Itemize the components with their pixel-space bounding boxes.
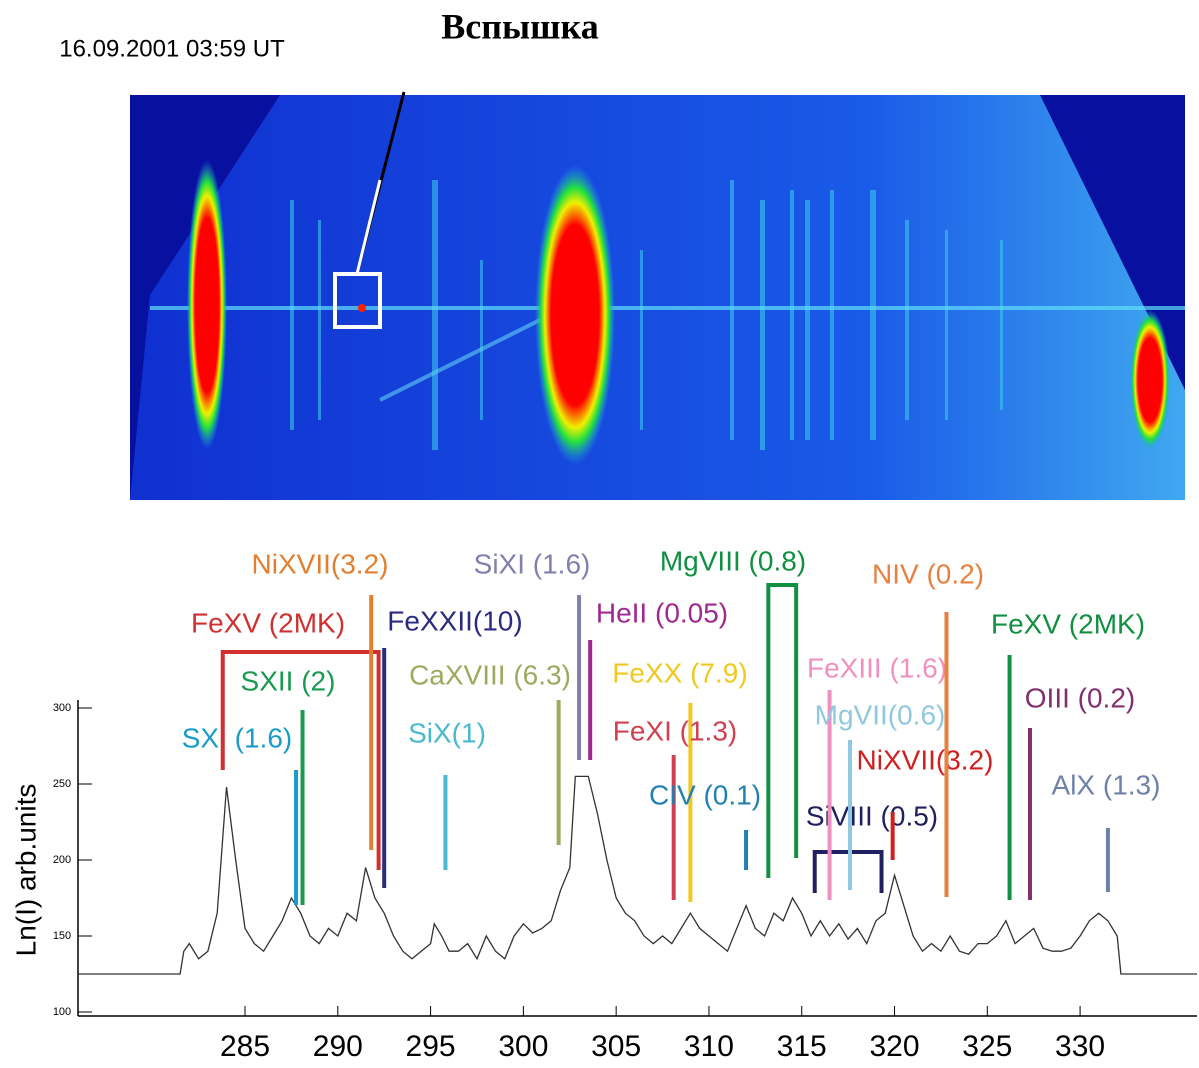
x-tick-label: 310	[684, 1030, 734, 1063]
line-label: FeXI (1.3)	[613, 715, 737, 746]
line-label: NiXVII(3.2)	[252, 548, 389, 579]
spectrum-line	[78, 775, 1197, 975]
line-label: CaXVIII (6.3)	[409, 659, 571, 690]
flare-label: Вспышка	[441, 6, 598, 46]
spectroheliogram	[130, 91, 1185, 500]
x-tick-label: 325	[962, 1030, 1012, 1063]
y-tick-label: 100	[53, 1006, 71, 1018]
line-label: FeXX (7.9)	[612, 657, 747, 688]
line-label: SiX(1)	[408, 717, 486, 748]
line-label: FeXIII (1.6)	[807, 652, 947, 683]
y-tick-label: 150	[53, 930, 71, 942]
line-label: CIV (0.1)	[649, 779, 761, 810]
y-tick-label: 300	[53, 702, 71, 714]
line-label: SiXI (1.6)	[474, 548, 591, 579]
x-tick-label: 315	[777, 1030, 827, 1063]
line-bracket	[220, 650, 381, 870]
y-axis-title: Ln(I) arb.units	[10, 784, 41, 957]
line-label: NIV (0.2)	[872, 558, 984, 589]
x-tick-label: 320	[869, 1030, 919, 1063]
line-label: SXI (1.6)	[182, 722, 292, 753]
line-label: HeII (0.05)	[596, 597, 728, 628]
line-bracket	[766, 583, 799, 878]
x-tick-label: 290	[313, 1030, 363, 1063]
x-tick-label: 330	[1055, 1030, 1105, 1063]
line-label: FeXV (2MK)	[991, 608, 1145, 639]
x-tick-label: 300	[498, 1030, 548, 1063]
line-label: FeXV (2MK)	[191, 607, 345, 638]
line-label: NiXVII(3.2)	[857, 744, 994, 775]
line-label: OIII (0.2)	[1025, 682, 1135, 713]
timestamp: 16.09.2001 03:59 UT	[59, 35, 285, 62]
line-label: SiVIII (0.5)	[806, 800, 938, 831]
x-tick-label: 285	[220, 1030, 270, 1063]
x-tick-label: 295	[406, 1030, 456, 1063]
x-tick-label: 305	[591, 1030, 641, 1063]
y-tick-label: 200	[53, 854, 71, 866]
line-label: FeXXII(10)	[387, 605, 522, 636]
line-label: MgVII(0.6)	[815, 699, 946, 730]
line-label: AlX (1.3)	[1052, 769, 1161, 800]
y-tick-label: 250	[53, 778, 71, 790]
line-label: SXII (2)	[241, 665, 336, 696]
line-label: MgVIII (0.8)	[660, 545, 806, 576]
